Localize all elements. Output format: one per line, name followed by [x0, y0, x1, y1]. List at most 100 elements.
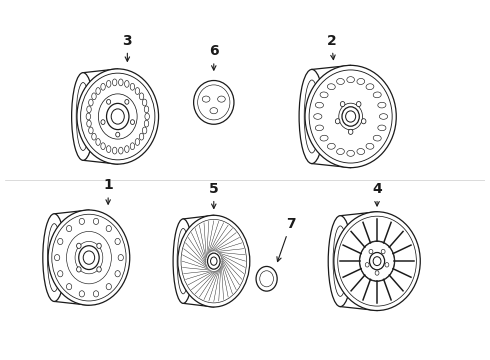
Ellipse shape [144, 106, 149, 113]
Ellipse shape [130, 120, 135, 125]
Ellipse shape [327, 143, 335, 149]
Ellipse shape [357, 78, 365, 85]
Text: 1: 1 [103, 178, 113, 204]
Ellipse shape [207, 253, 220, 269]
Text: 2: 2 [326, 34, 336, 59]
Text: 4: 4 [372, 182, 382, 206]
Ellipse shape [135, 139, 140, 145]
Ellipse shape [378, 102, 386, 108]
Ellipse shape [116, 132, 120, 137]
Ellipse shape [342, 107, 359, 126]
Ellipse shape [328, 216, 352, 307]
Ellipse shape [72, 73, 95, 160]
Ellipse shape [365, 262, 369, 267]
Ellipse shape [96, 139, 100, 145]
Ellipse shape [79, 218, 84, 225]
Ellipse shape [314, 114, 322, 119]
Ellipse shape [381, 249, 385, 254]
Ellipse shape [320, 92, 328, 98]
Ellipse shape [139, 93, 144, 100]
Ellipse shape [143, 99, 147, 106]
Text: 6: 6 [209, 44, 219, 70]
Ellipse shape [96, 87, 100, 94]
Ellipse shape [305, 66, 396, 168]
Ellipse shape [347, 77, 354, 83]
Ellipse shape [79, 246, 99, 270]
Ellipse shape [194, 81, 234, 124]
Ellipse shape [143, 127, 147, 134]
Ellipse shape [54, 255, 60, 261]
Ellipse shape [369, 252, 385, 270]
Ellipse shape [94, 218, 98, 225]
Ellipse shape [119, 79, 123, 86]
Ellipse shape [334, 212, 420, 311]
Ellipse shape [97, 243, 101, 248]
Ellipse shape [337, 149, 344, 154]
Ellipse shape [58, 271, 63, 277]
Ellipse shape [101, 120, 105, 125]
Ellipse shape [337, 78, 344, 85]
Ellipse shape [130, 143, 135, 150]
Ellipse shape [76, 243, 81, 248]
Ellipse shape [139, 133, 144, 140]
Ellipse shape [112, 147, 117, 154]
Ellipse shape [145, 113, 149, 120]
Ellipse shape [124, 81, 129, 87]
Ellipse shape [347, 150, 354, 156]
Ellipse shape [115, 238, 120, 244]
Ellipse shape [79, 291, 84, 297]
Ellipse shape [86, 113, 91, 120]
Ellipse shape [173, 219, 193, 303]
Ellipse shape [320, 135, 328, 141]
Ellipse shape [106, 81, 111, 87]
Ellipse shape [341, 102, 345, 107]
Ellipse shape [106, 284, 111, 290]
Ellipse shape [316, 125, 323, 131]
Ellipse shape [125, 99, 129, 104]
Ellipse shape [101, 84, 105, 90]
Ellipse shape [119, 147, 123, 154]
Ellipse shape [92, 93, 96, 100]
Ellipse shape [92, 133, 96, 140]
Ellipse shape [77, 69, 159, 164]
Ellipse shape [373, 257, 381, 266]
Text: 7: 7 [277, 217, 295, 262]
Ellipse shape [202, 96, 210, 102]
Ellipse shape [366, 84, 374, 90]
Ellipse shape [327, 84, 335, 90]
Ellipse shape [178, 215, 250, 307]
Ellipse shape [115, 271, 120, 277]
Ellipse shape [373, 135, 381, 141]
Ellipse shape [130, 84, 135, 90]
Ellipse shape [43, 214, 66, 301]
Ellipse shape [369, 249, 373, 254]
Ellipse shape [48, 210, 130, 305]
Ellipse shape [299, 69, 325, 163]
Ellipse shape [112, 79, 117, 86]
Ellipse shape [67, 284, 72, 290]
Text: 5: 5 [209, 182, 219, 208]
Ellipse shape [348, 129, 353, 134]
Ellipse shape [106, 225, 111, 232]
Ellipse shape [87, 120, 91, 127]
Ellipse shape [106, 103, 129, 130]
Ellipse shape [144, 120, 149, 127]
Ellipse shape [256, 266, 277, 291]
Ellipse shape [375, 271, 379, 275]
Ellipse shape [335, 119, 340, 124]
Ellipse shape [218, 96, 225, 102]
Ellipse shape [362, 119, 366, 124]
Ellipse shape [89, 127, 93, 134]
Ellipse shape [357, 149, 365, 154]
Ellipse shape [135, 87, 140, 94]
Ellipse shape [89, 99, 93, 106]
Ellipse shape [111, 109, 124, 124]
Ellipse shape [76, 267, 81, 272]
Ellipse shape [211, 257, 217, 265]
Ellipse shape [378, 125, 386, 131]
Ellipse shape [366, 143, 374, 149]
Ellipse shape [385, 262, 389, 267]
Ellipse shape [107, 99, 111, 104]
Ellipse shape [87, 106, 91, 113]
Ellipse shape [83, 251, 95, 264]
